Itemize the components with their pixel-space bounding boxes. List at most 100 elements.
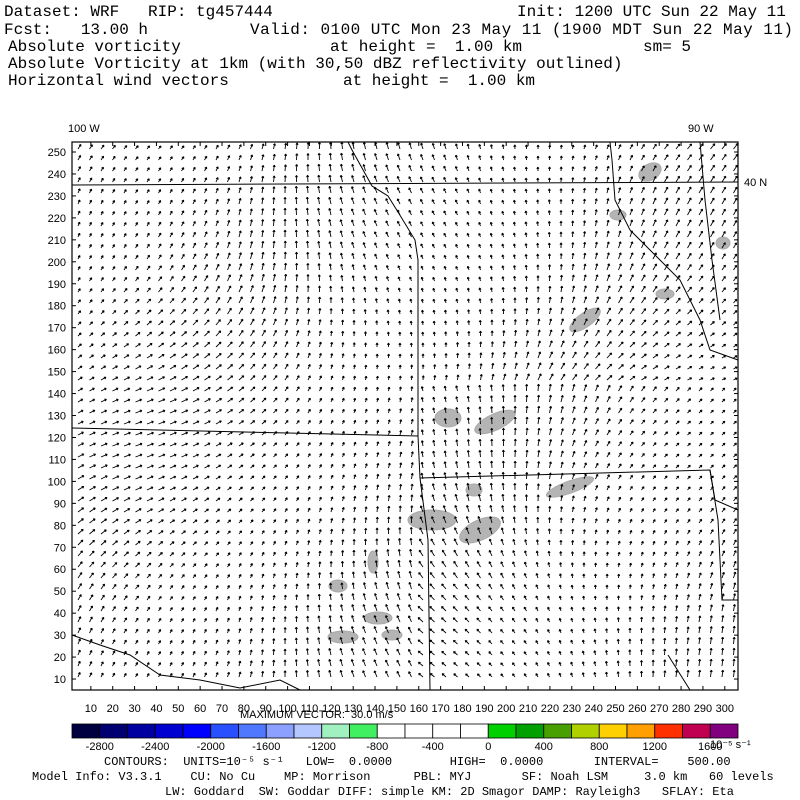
- x-tick-label: 170: [431, 703, 449, 715]
- x-tick-label: 210: [519, 703, 537, 715]
- model-info: Model Info: V3.3.1 CU: No Cu MP: Morriso…: [32, 770, 800, 784]
- colorbar-box: [598, 723, 628, 739]
- x-tick-label: 80: [238, 703, 250, 715]
- colorbar-box: [654, 723, 683, 739]
- colorbar-box: [376, 723, 406, 739]
- y-tick-label: 120: [48, 432, 66, 444]
- colorbar-box: [515, 723, 545, 739]
- x-tick-label: 100: [278, 703, 296, 715]
- y-tick-label: 240: [48, 169, 66, 181]
- x-tick-label: 220: [541, 703, 559, 715]
- contour-info: CONTOURS: UNITS=10⁻⁵ s⁻¹ LOW= 0.0000 HIG…: [104, 755, 731, 769]
- x-tick-label: 160: [410, 703, 428, 715]
- wind-vectors: [77, 141, 739, 678]
- colorbar: -2800 -2400 -2000 -1600 -1200 -800 -400 0 400 800…: [71, 723, 739, 753]
- field-title: Absolute Vorticity at 1km (with 30,50 dB…: [8, 55, 623, 73]
- colorbar-label: -2800: [86, 741, 114, 753]
- valid-time: Valid: 0100 UTC Mon 23 May 11 (1900 MDT …: [250, 21, 793, 39]
- colorbar-label: 400: [535, 741, 553, 753]
- colorbar-label: -1200: [308, 741, 336, 753]
- y-tick-label: 150: [48, 367, 66, 379]
- y-tick-label: 80: [54, 520, 66, 532]
- colorbar-box: [293, 723, 323, 739]
- colorbar-box: [210, 723, 239, 739]
- x-tick-label: 280: [672, 703, 690, 715]
- x-tick-label: 200: [497, 703, 515, 715]
- x-tick-label: 90: [260, 703, 272, 715]
- y-tick-label: 60: [54, 564, 66, 576]
- dataset: Dataset: WRF RIP: tg457444: [4, 3, 273, 21]
- y-tick-label: 10: [54, 674, 66, 686]
- lon-label: 100 W: [68, 123, 100, 135]
- colorbar-box: [349, 723, 378, 739]
- lat-label: 40 N: [744, 177, 767, 189]
- y-tick-label: 90: [54, 498, 66, 510]
- colorbar-box: [265, 723, 295, 739]
- y-tick-label: 130: [48, 411, 66, 423]
- y-tick-label: 100: [48, 476, 66, 488]
- x-tick-label: 20: [107, 703, 119, 715]
- colorbar-box: [321, 723, 350, 739]
- colorbar-box: [99, 723, 128, 739]
- colorbar-label: -1600: [252, 741, 280, 753]
- y-tick-label: 30: [54, 630, 66, 642]
- x-tick-label: 50: [172, 703, 184, 715]
- x-tick-label: 30: [128, 703, 140, 715]
- colorbar-label: -2400: [141, 741, 169, 753]
- colorbar-box: [238, 723, 267, 739]
- y-tick-label: 170: [48, 323, 66, 335]
- colorbar-box: [432, 723, 461, 739]
- y-tick-label: 50: [54, 586, 66, 598]
- colorbar-label: -2000: [197, 741, 225, 753]
- colorbar-label: 0: [485, 741, 491, 753]
- y-tick-label: 220: [48, 213, 66, 225]
- y-tick-label: 20: [54, 652, 66, 664]
- field-title: Absolute vorticity: [8, 38, 181, 56]
- physics-info: LW: Goddard SW: Goddar DIFF: simple KM: …: [165, 785, 734, 799]
- colorbar-label: -400: [422, 741, 444, 753]
- y-tick-label: 140: [48, 389, 66, 401]
- colorbar-label: 800: [590, 741, 608, 753]
- colorbar-box: [154, 723, 184, 739]
- max-vector: MAXIMUM VECTOR: 30.0 m/s: [240, 709, 394, 721]
- colorbar-box: [626, 723, 656, 739]
- y-tick-label: 110: [48, 454, 66, 466]
- y-tick-label: 200: [48, 257, 66, 269]
- colorbar-box: [487, 723, 517, 739]
- x-tick-label: 10: [85, 703, 97, 715]
- x-tick-label: 130: [344, 703, 362, 715]
- x-tick-label: 250: [606, 703, 624, 715]
- x-tick-label: 150: [388, 703, 406, 715]
- x-tick-label: 120: [322, 703, 340, 715]
- colorbar-label: 1200: [643, 741, 667, 753]
- field-height: at height = 1.00 km: [343, 72, 535, 90]
- x-tick-label: 290: [694, 703, 712, 715]
- y-tick-label: 40: [54, 608, 66, 620]
- colorbar-box: [404, 723, 434, 739]
- colorbar-box: [127, 723, 156, 739]
- y-tick-label: 160: [48, 345, 66, 357]
- y-tick-label: 210: [48, 235, 66, 247]
- x-tick-label: 110: [301, 703, 319, 715]
- colorbar-box: [182, 723, 212, 739]
- colorbar-label: -800: [366, 741, 388, 753]
- field-height: at height = 1.00 km: [330, 38, 522, 56]
- x-tick-label: 230: [563, 703, 581, 715]
- colorbar-box: [543, 723, 572, 739]
- x-tick-label: 140: [366, 703, 384, 715]
- x-tick-label: 180: [453, 703, 471, 715]
- field-title: Horizontal wind vectors: [8, 72, 229, 90]
- colorbar-box: [682, 723, 711, 739]
- colorbar-box: [460, 723, 489, 739]
- colorbar-box: [709, 723, 739, 739]
- x-tick-label: 260: [628, 703, 646, 715]
- y-tick-label: 180: [48, 301, 66, 313]
- x-tick-label: 190: [475, 703, 493, 715]
- forecast-hour: Fcst: 13.00 h: [4, 21, 148, 39]
- colorbar-box: [71, 723, 101, 739]
- colorbar-box: [571, 723, 600, 739]
- y-tick-label: 70: [54, 542, 66, 554]
- y-tick-label: 250: [48, 147, 66, 159]
- y-tick-label: 190: [48, 279, 66, 291]
